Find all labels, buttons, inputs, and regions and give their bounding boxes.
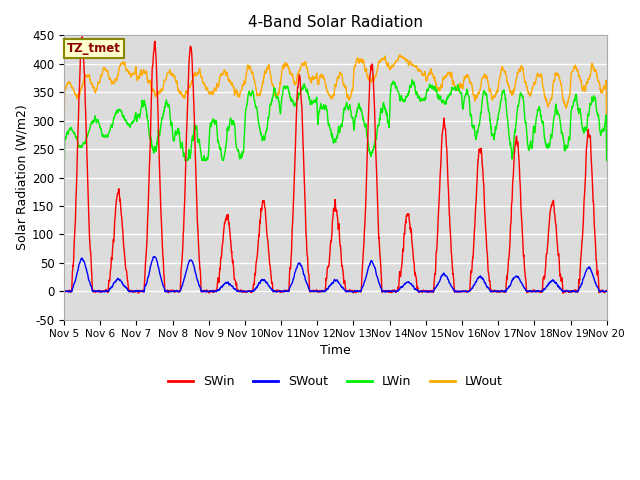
SWin <box>60 288 68 294</box>
SWout <box>381 289 389 295</box>
SWout <box>60 288 68 294</box>
SWin <box>351 288 359 294</box>
LWin <box>408 77 416 83</box>
SWin <box>570 288 578 294</box>
LWout <box>493 89 501 95</box>
SWout <box>570 288 578 294</box>
SWin <box>559 290 567 296</box>
Line: SWout: SWout <box>64 257 607 292</box>
SWout <box>212 288 220 294</box>
Line: SWin: SWin <box>64 37 607 293</box>
Title: 4-Band Solar Radiation: 4-Band Solar Radiation <box>248 15 423 30</box>
SWin <box>78 34 86 40</box>
SWout <box>603 288 611 294</box>
LWout <box>212 86 220 92</box>
SWout <box>150 254 157 260</box>
LWin <box>555 112 563 118</box>
SWout <box>351 288 359 294</box>
LWout <box>396 52 404 58</box>
Text: TZ_tmet: TZ_tmet <box>67 42 121 56</box>
SWin <box>212 288 220 294</box>
LWout <box>60 112 68 118</box>
Y-axis label: Solar Radiation (W/m2): Solar Radiation (W/m2) <box>15 105 28 251</box>
LWin <box>603 157 611 163</box>
LWout <box>603 112 611 118</box>
SWout <box>556 284 563 290</box>
LWin <box>60 157 68 163</box>
LWin <box>351 117 359 123</box>
X-axis label: Time: Time <box>320 344 351 357</box>
SWout <box>493 288 501 294</box>
LWout <box>363 71 371 76</box>
LWin <box>212 117 220 123</box>
SWin <box>493 289 501 295</box>
SWin <box>555 253 563 259</box>
Line: LWin: LWin <box>64 80 607 160</box>
LWout <box>351 62 359 68</box>
SWin <box>363 159 371 165</box>
SWin <box>603 288 611 293</box>
SWout <box>363 270 371 276</box>
LWout <box>555 73 563 79</box>
LWout <box>570 65 578 71</box>
LWin <box>363 131 371 137</box>
Legend: SWin, SWout, LWin, LWout: SWin, SWout, LWin, LWout <box>163 370 508 393</box>
LWin <box>493 119 501 125</box>
LWin <box>570 98 578 104</box>
Line: LWout: LWout <box>64 55 607 115</box>
